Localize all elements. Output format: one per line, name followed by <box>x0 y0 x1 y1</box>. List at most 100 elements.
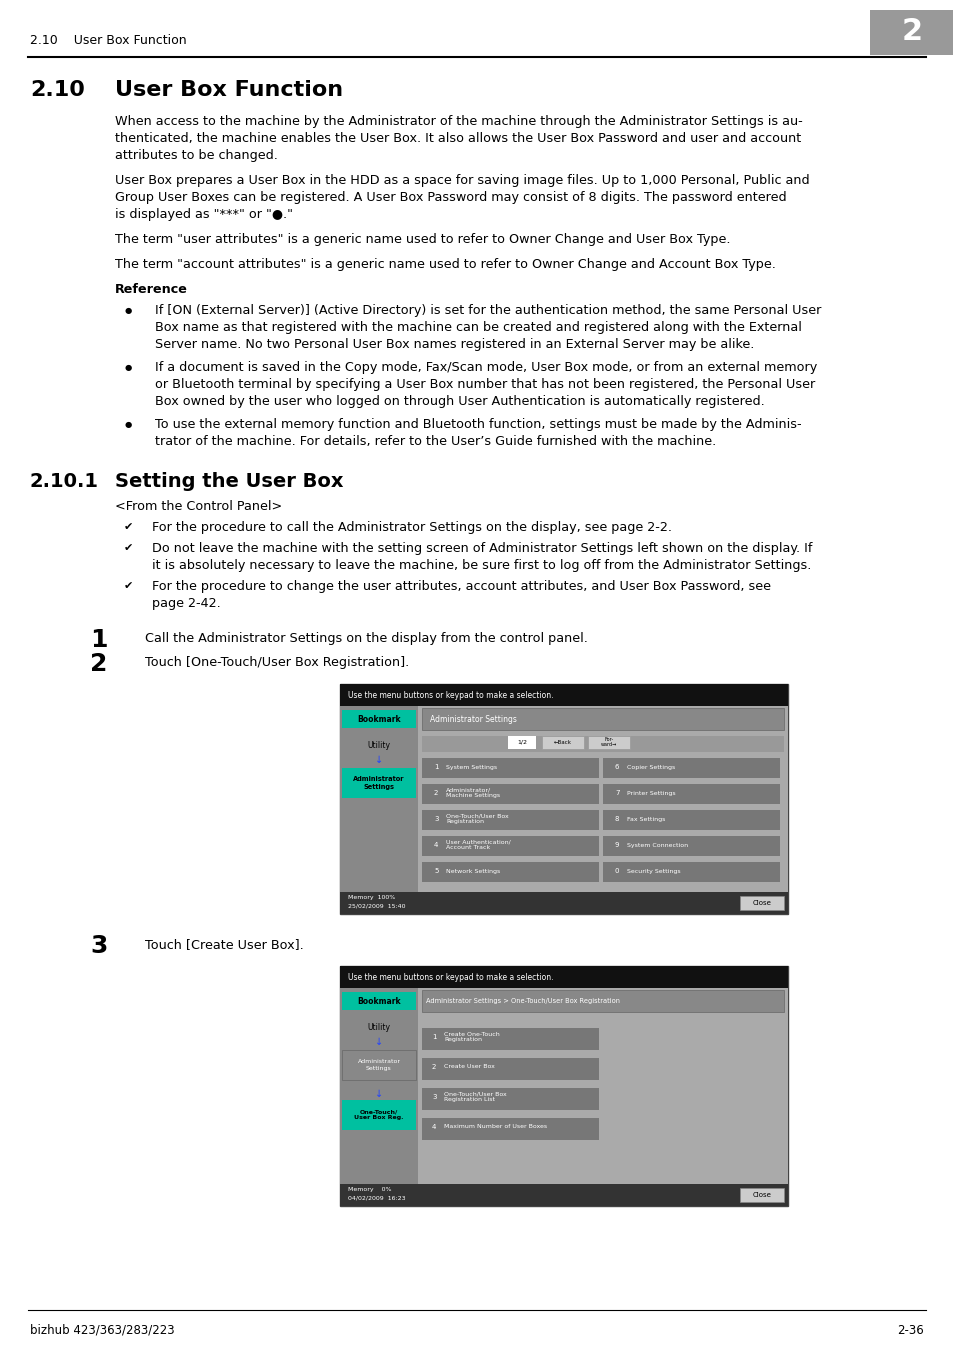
Bar <box>421 990 783 1012</box>
Bar <box>602 757 780 778</box>
Text: Group User Boxes can be registered. A User Box Password may consist of 8 digits.: Group User Boxes can be registered. A Us… <box>115 190 786 204</box>
Text: Use the menu buttons or keypad to make a selection.: Use the menu buttons or keypad to make a… <box>348 972 553 981</box>
Text: 4: 4 <box>432 1125 436 1130</box>
Text: Create One-Touch
Registration: Create One-Touch Registration <box>443 1031 499 1042</box>
Text: Close: Close <box>752 900 771 906</box>
Bar <box>421 707 783 730</box>
Bar <box>339 988 417 1206</box>
Text: ●: ● <box>125 363 132 373</box>
Text: Create User Box: Create User Box <box>443 1065 495 1069</box>
Text: Bookmark: Bookmark <box>356 714 400 724</box>
Text: 8: 8 <box>615 815 618 822</box>
Text: Administrator Settings > One-Touch/User Box Registration: Administrator Settings > One-Touch/User … <box>426 998 619 1004</box>
Bar <box>507 736 536 749</box>
Text: One-Touch/User Box
Registration: One-Touch/User Box Registration <box>446 814 508 825</box>
Text: User Box Function: User Box Function <box>115 80 343 100</box>
Bar <box>339 967 787 988</box>
Text: ↓: ↓ <box>375 1089 383 1099</box>
Text: Do not leave the machine with the setting screen of Administrator Settings left : Do not leave the machine with the settin… <box>152 541 812 555</box>
Bar <box>341 768 416 798</box>
Bar <box>339 967 787 1206</box>
Bar <box>740 1188 783 1202</box>
Text: Touch [Create User Box].: Touch [Create User Box]. <box>145 938 303 950</box>
Text: Copier Settings: Copier Settings <box>626 764 675 769</box>
Text: Fax Settings: Fax Settings <box>626 817 664 822</box>
Bar <box>421 757 598 778</box>
Text: Administrator
Settings: Administrator Settings <box>357 1060 400 1071</box>
Text: System Settings: System Settings <box>446 764 497 769</box>
Text: 1: 1 <box>90 628 108 652</box>
Text: 5: 5 <box>434 868 438 873</box>
Text: ←Back: ←Back <box>554 740 572 744</box>
Bar <box>421 784 598 805</box>
Text: 2: 2 <box>90 652 108 676</box>
Bar <box>417 988 787 1206</box>
Bar <box>341 1050 416 1080</box>
Text: 1: 1 <box>434 764 438 769</box>
Text: Touch [One-Touch/User Box Registration].: Touch [One-Touch/User Box Registration]. <box>145 656 409 670</box>
Bar <box>421 1058 598 1080</box>
Text: Bookmark: Bookmark <box>356 996 400 1006</box>
Bar <box>341 992 416 1010</box>
Text: One-Touch/User Box
Registration List: One-Touch/User Box Registration List <box>443 1092 506 1102</box>
Text: is displayed as "***" or "●.": is displayed as "***" or "●." <box>115 208 293 221</box>
Bar <box>417 706 787 914</box>
Text: For-
ward→: For- ward→ <box>600 737 617 748</box>
Text: 0: 0 <box>615 868 618 873</box>
Text: 1/2: 1/2 <box>517 740 526 744</box>
Text: User Authentication/
Account Track: User Authentication/ Account Track <box>446 840 510 850</box>
Bar <box>587 736 629 749</box>
Bar <box>421 810 598 830</box>
Text: 2: 2 <box>432 1064 436 1071</box>
Text: Server name. No two Personal User Box names registered in an External Server may: Server name. No two Personal User Box na… <box>154 338 754 351</box>
Text: attributes to be changed.: attributes to be changed. <box>115 148 277 162</box>
Text: 2: 2 <box>901 18 922 46</box>
Text: 7: 7 <box>615 790 618 796</box>
Bar <box>740 896 783 910</box>
Text: Use the menu buttons or keypad to make a selection.: Use the menu buttons or keypad to make a… <box>348 690 553 699</box>
Bar <box>339 706 417 914</box>
Text: Memory  100%: Memory 100% <box>348 895 395 900</box>
Text: Setting the User Box: Setting the User Box <box>115 472 343 491</box>
Text: To use the external memory function and Bluetooth function, settings must be mad: To use the external memory function and … <box>154 418 801 431</box>
Text: Network Settings: Network Settings <box>446 868 499 873</box>
Text: 2.10    User Box Function: 2.10 User Box Function <box>30 34 187 46</box>
Text: ✔: ✔ <box>124 580 133 591</box>
Text: Box owned by the user who logged on through User Authentication is automatically: Box owned by the user who logged on thro… <box>154 396 764 408</box>
Text: For the procedure to call the Administrator Settings on the display, see page 2-: For the procedure to call the Administra… <box>152 521 671 535</box>
Text: bizhub 423/363/283/223: bizhub 423/363/283/223 <box>30 1323 174 1336</box>
Text: The term "account attributes" is a generic name used to refer to Owner Change an: The term "account attributes" is a gener… <box>115 258 775 271</box>
Text: Call the Administrator Settings on the display from the control panel.: Call the Administrator Settings on the d… <box>145 632 587 645</box>
Text: ↓: ↓ <box>375 755 383 765</box>
Text: Administrator Settings: Administrator Settings <box>430 714 517 724</box>
Bar <box>602 784 780 805</box>
Text: it is absolutely necessary to leave the machine, be sure first to log off from t: it is absolutely necessary to leave the … <box>152 559 810 572</box>
Bar <box>869 9 953 55</box>
Text: If [ON (External Server)] (Active Directory) is set for the authentication metho: If [ON (External Server)] (Active Direct… <box>154 304 821 317</box>
Bar <box>339 892 787 914</box>
Text: or Bluetooth terminal by specifying a User Box number that has not been register: or Bluetooth terminal by specifying a Us… <box>154 378 815 392</box>
Text: Printer Settings: Printer Settings <box>626 791 675 795</box>
Text: Maximum Number of User Boxes: Maximum Number of User Boxes <box>443 1125 547 1130</box>
Text: <From the Control Panel>: <From the Control Panel> <box>115 500 282 513</box>
Text: Utility: Utility <box>367 741 390 751</box>
Bar <box>339 684 787 706</box>
Bar <box>421 863 598 882</box>
Bar <box>341 710 416 728</box>
Text: The term "user attributes" is a generic name used to refer to Owner Change and U: The term "user attributes" is a generic … <box>115 234 730 246</box>
Text: Box name as that registered with the machine can be created and registered along: Box name as that registered with the mac… <box>154 321 801 333</box>
Text: One-Touch/
User Box Reg.: One-Touch/ User Box Reg. <box>354 1110 403 1120</box>
Bar <box>339 1184 787 1206</box>
Bar <box>602 810 780 830</box>
Bar <box>541 736 583 749</box>
Text: ●: ● <box>125 306 132 315</box>
Text: User Box prepares a User Box in the HDD as a space for saving image files. Up to: User Box prepares a User Box in the HDD … <box>115 174 809 188</box>
Text: 3: 3 <box>90 934 108 958</box>
Bar <box>421 1088 598 1110</box>
Text: 1: 1 <box>432 1034 436 1040</box>
Text: ✔: ✔ <box>124 522 133 532</box>
Text: 9: 9 <box>615 842 618 848</box>
Text: 4: 4 <box>434 842 438 848</box>
Bar <box>421 836 598 856</box>
Text: Reference: Reference <box>115 284 188 296</box>
